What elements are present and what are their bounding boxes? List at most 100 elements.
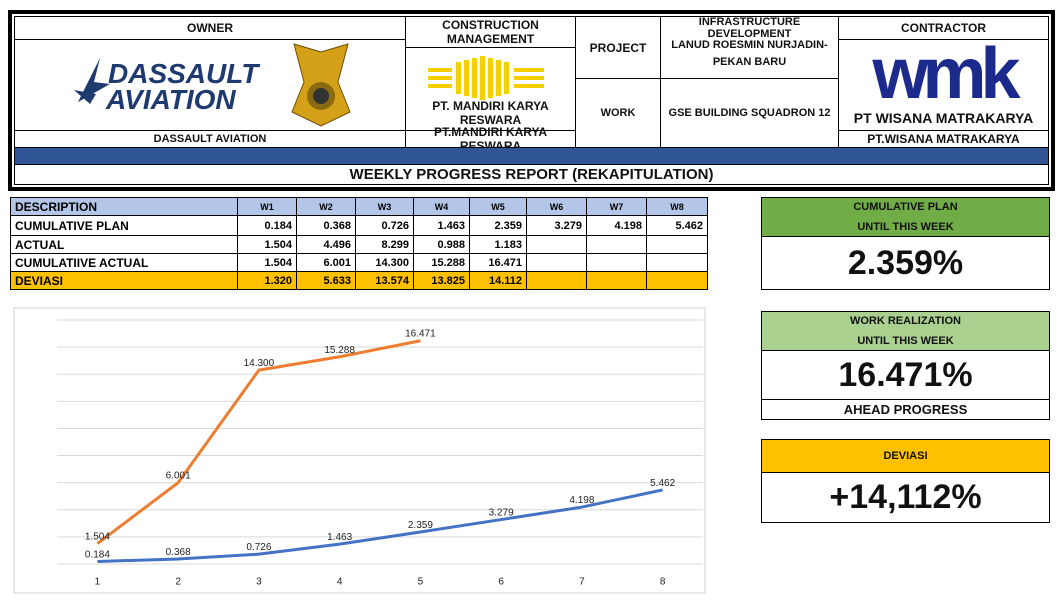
table-cell: 1.504 bbox=[237, 235, 297, 254]
table-cell: 0.726 bbox=[355, 215, 414, 236]
x-tick-label: 3 bbox=[256, 577, 262, 588]
table-cell: 5.462 bbox=[646, 215, 708, 236]
x-tick-label: 7 bbox=[579, 577, 585, 588]
table-cell bbox=[526, 271, 587, 290]
cm-logo-text: PT. MANDIRI KARYA RESWARA bbox=[432, 99, 549, 127]
table-cell: 16.471 bbox=[469, 253, 527, 272]
data-label: 15.288 bbox=[324, 345, 355, 356]
work-value: GSE BUILDING SQUADRON 12 bbox=[660, 78, 839, 148]
table-cell: 15.288 bbox=[413, 253, 470, 272]
table-cell: 1.504 bbox=[237, 253, 297, 272]
project-line: PEKAN BARU bbox=[712, 55, 787, 68]
table-cell bbox=[526, 235, 587, 254]
cm-label: CONSTRUCTION MANAGEMENT bbox=[405, 16, 576, 48]
data-label: 6.001 bbox=[166, 471, 191, 482]
eagle-emblem bbox=[291, 43, 351, 127]
card-title: UNTIL THIS WEEK bbox=[857, 221, 954, 233]
card-title: DEVIASI bbox=[883, 450, 928, 462]
table-cell: 0.368 bbox=[296, 215, 356, 236]
table-cell: 3.279 bbox=[526, 215, 587, 236]
x-tick-label: 1 bbox=[95, 577, 101, 588]
table-cell bbox=[526, 253, 587, 272]
table-cell: 6.001 bbox=[296, 253, 356, 272]
table-header-cell: W7 bbox=[586, 197, 647, 216]
x-tick-label: 5 bbox=[418, 577, 424, 588]
data-label: 1.463 bbox=[327, 532, 352, 543]
x-tick-label: 2 bbox=[175, 577, 181, 588]
row-label: DEVIASI bbox=[10, 271, 238, 290]
owner-name: DASSAULT AVIATION bbox=[14, 130, 406, 148]
table-cell: 13.825 bbox=[413, 271, 470, 290]
data-label: 3.279 bbox=[489, 508, 514, 519]
table-cell: 8.299 bbox=[355, 235, 414, 254]
dassault-emblem bbox=[74, 58, 110, 104]
table-cell: 2.359 bbox=[469, 215, 527, 236]
table-header-cell: W5 bbox=[469, 197, 527, 216]
table-cell: 14.300 bbox=[355, 253, 414, 272]
table-cell: 14.112 bbox=[469, 271, 527, 290]
blue-band bbox=[14, 147, 1049, 165]
header-frame bbox=[8, 10, 1055, 191]
row-label: CUMULATIVE PLAN bbox=[10, 215, 238, 236]
table-cell bbox=[646, 271, 708, 290]
table-cell: 0.184 bbox=[237, 215, 297, 236]
card-title: WORK REALIZATION bbox=[849, 315, 961, 327]
data-label: 0.368 bbox=[166, 547, 191, 558]
row-label: CUMULATIIVE ACTUAL bbox=[10, 253, 238, 272]
table-header-cell: W6 bbox=[526, 197, 587, 216]
chart-frame bbox=[13, 307, 706, 594]
table-cell: 1.463 bbox=[413, 215, 470, 236]
card-header bbox=[761, 197, 1050, 237]
table-cell bbox=[586, 235, 647, 254]
data-label: 14.300 bbox=[244, 358, 275, 369]
x-tick-label: 8 bbox=[660, 577, 666, 588]
table-cell bbox=[646, 253, 708, 272]
data-label: 4.198 bbox=[569, 495, 594, 506]
owner-label: OWNER bbox=[14, 16, 406, 40]
table-cell: 4.496 bbox=[296, 235, 356, 254]
card-value: 2.359% bbox=[761, 236, 1050, 290]
cm-name: PT.MANDIRI KARYA RESWARA bbox=[405, 125, 576, 153]
x-tick-label: 6 bbox=[498, 577, 504, 588]
data-label: 1.504 bbox=[85, 532, 110, 543]
table-cell bbox=[646, 235, 708, 254]
table-cell: 5.633 bbox=[296, 271, 356, 290]
table-cell: 1.320 bbox=[237, 271, 297, 290]
contractor-name: PT.WISANA MATRAKARYA bbox=[838, 130, 1049, 148]
card-footer: AHEAD PROGRESS bbox=[761, 399, 1050, 420]
table-cell: 1.183 bbox=[469, 235, 527, 254]
data-label: 0.184 bbox=[85, 550, 110, 561]
project-line: INFRASTRUCTURE DEVELOPMENT bbox=[698, 15, 801, 40]
card-title: CUMULATIVE PLAN bbox=[853, 201, 958, 213]
table-header-cell: W8 bbox=[646, 197, 708, 216]
project-label: PROJECT bbox=[575, 16, 661, 79]
card-value: +14,112% bbox=[761, 472, 1050, 523]
x-tick-label: 4 bbox=[337, 577, 343, 588]
table-cell: 13.574 bbox=[355, 271, 414, 290]
card-value: 16.471% bbox=[761, 350, 1050, 400]
row-label: ACTUAL bbox=[10, 235, 238, 254]
data-label: 0.726 bbox=[246, 542, 271, 553]
owner-logo-line: AVIATION bbox=[106, 84, 236, 115]
table-header-cell: DESCRIPTION bbox=[10, 197, 238, 216]
card-title: UNTIL THIS WEEK bbox=[857, 335, 954, 347]
table-header-cell: W1 bbox=[237, 197, 297, 216]
table-cell: 0.988 bbox=[413, 235, 470, 254]
card-header bbox=[761, 439, 1050, 473]
data-label: 16.471 bbox=[405, 329, 436, 340]
owner-logo-line: DASSAULT bbox=[108, 58, 259, 89]
table-cell bbox=[586, 253, 647, 272]
project-line: LANUD ROESMIN NURJADIN- bbox=[671, 38, 828, 51]
series-line bbox=[97, 488, 663, 564]
series-line bbox=[96, 339, 421, 545]
table-cell bbox=[586, 271, 647, 290]
card-header bbox=[761, 311, 1050, 351]
cm-logo-bars bbox=[428, 56, 544, 100]
table-cell: 4.198 bbox=[586, 215, 647, 236]
table-header-cell: W4 bbox=[413, 197, 470, 216]
work-label: WORK bbox=[575, 78, 661, 148]
data-label: 2.359 bbox=[408, 520, 433, 531]
contractor-logo: wmk bbox=[872, 34, 1020, 114]
